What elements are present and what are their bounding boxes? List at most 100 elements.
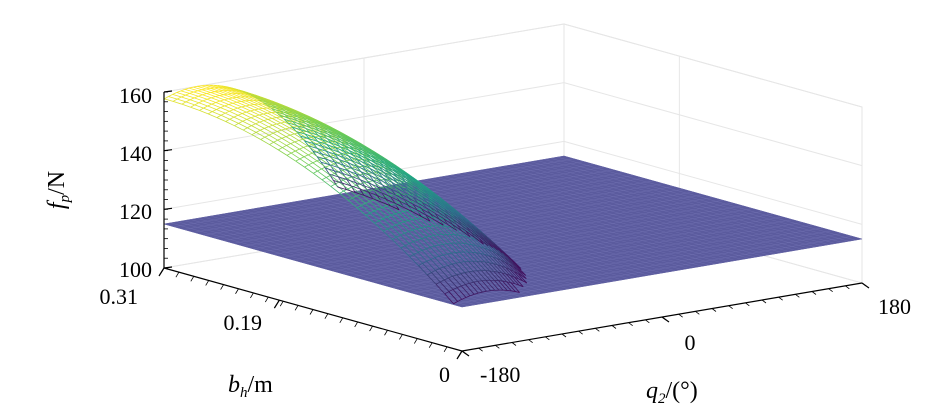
surface-mesh-line — [502, 280, 512, 292]
surface-mesh-line — [439, 266, 444, 269]
surface-mesh-line — [412, 203, 418, 211]
surface-mesh-line — [376, 154, 386, 160]
surface-mesh-line — [344, 145, 354, 151]
surface-mesh-line — [439, 268, 449, 279]
z-tick-label: 100 — [119, 257, 152, 282]
surface-mesh-line — [400, 234, 410, 244]
surface-mesh-line — [415, 209, 425, 219]
surface-mesh-line — [339, 190, 344, 194]
surface-mesh-line — [429, 226, 439, 236]
surface-mesh-line — [488, 255, 498, 266]
surface-mesh-line — [420, 217, 430, 227]
surface-mesh-line — [493, 271, 498, 273]
surface-mesh-line — [346, 159, 351, 162]
surface-mesh-line — [468, 271, 479, 282]
surface-mesh-line — [338, 176, 348, 180]
surface-mesh-line — [440, 207, 450, 215]
surface-mesh-line — [281, 129, 291, 136]
surface-mesh-line — [403, 199, 414, 205]
z-tick-labels: 160 140 120 100 — [119, 83, 152, 282]
surface-mesh-line — [421, 226, 426, 229]
surface-mesh-line — [285, 127, 290, 130]
y-minor-tick — [220, 284, 224, 290]
surface-mesh-line — [311, 120, 321, 125]
surface-mesh-line — [453, 212, 464, 220]
surface-mesh-line — [250, 110, 260, 116]
surface-mesh-line — [428, 191, 438, 198]
y-minor-tick — [279, 300, 284, 307]
surface-mesh-line — [308, 162, 313, 166]
surface-mesh-line — [444, 277, 449, 281]
surface-mesh-line — [340, 141, 350, 149]
surface-mesh-line — [448, 214, 458, 223]
surface-mesh-line — [330, 156, 340, 160]
grid-line — [563, 82, 863, 167]
surface-mesh-line — [426, 258, 432, 262]
surface-mesh-line — [403, 211, 413, 220]
surface-mesh-line — [434, 257, 445, 268]
surface-mesh-line — [339, 159, 349, 164]
surface-mesh-line — [390, 188, 396, 196]
surface-mesh-line — [510, 282, 520, 293]
surface-mesh-line — [337, 176, 343, 184]
surface-mesh-line — [411, 177, 421, 185]
surface-mesh-line — [305, 133, 315, 138]
surface-mesh-line — [452, 276, 462, 287]
surface-mesh-line — [456, 261, 461, 264]
surface-mesh-line — [410, 179, 420, 186]
surface-mesh-line — [294, 140, 300, 143]
surface-mesh-line — [346, 179, 352, 187]
surface-mesh-line — [445, 203, 455, 211]
x-minor-tick — [645, 319, 650, 324]
surface-mesh-line — [199, 110, 209, 115]
surface-mesh-line — [470, 231, 480, 240]
surface-mesh-line — [180, 90, 190, 94]
surface-mesh-line — [238, 120, 243, 124]
surface-mesh-line — [430, 257, 436, 260]
surface-mesh-line — [406, 175, 416, 182]
surface-mesh-line — [476, 260, 486, 271]
surface-mesh-line — [362, 153, 372, 161]
surface-mesh-line — [298, 112, 308, 117]
surface-mesh-line — [390, 194, 395, 196]
surface-mesh-line — [433, 235, 444, 245]
surface-mesh-line — [374, 220, 379, 224]
surface-mesh-line — [504, 257, 514, 268]
surface-mesh-line — [426, 201, 436, 209]
surface-mesh-line — [393, 186, 403, 195]
surface-mesh-line — [369, 175, 379, 180]
surface-mesh-line — [293, 116, 303, 121]
surface-mesh-line — [216, 109, 226, 114]
x-tick — [661, 316, 670, 323]
surface-mesh-line — [462, 235, 472, 245]
surface-mesh-line — [232, 97, 242, 102]
surface-mesh-line — [374, 222, 384, 232]
surface-mesh-line — [371, 152, 382, 158]
surface-mesh-line — [417, 238, 422, 241]
surface-mesh-line — [366, 158, 376, 164]
surface-mesh-line — [398, 168, 408, 175]
surface-mesh-line — [246, 93, 256, 97]
x-minor-tick — [511, 342, 517, 346]
surface-mesh-line — [277, 131, 287, 137]
surface-mesh-line — [395, 213, 405, 223]
surface-mesh-line — [489, 270, 499, 281]
surface-mesh-line — [399, 211, 404, 213]
surface-mesh-line — [427, 197, 437, 204]
surface-mesh-line — [255, 95, 265, 100]
surface-mesh-line — [421, 250, 432, 260]
surface-mesh-line — [372, 150, 382, 157]
surface-mesh-line — [333, 129, 343, 135]
surface-mesh-line — [216, 117, 226, 122]
surface-mesh-line — [387, 228, 397, 238]
surface-mesh-line — [477, 280, 482, 282]
surface-mesh-line — [306, 123, 316, 128]
surface-mesh-line — [324, 127, 334, 132]
surface-mesh-line — [262, 103, 272, 109]
surface-mesh-line — [254, 108, 259, 111]
surface-mesh-line — [285, 106, 295, 111]
surface-mesh-line — [225, 118, 230, 122]
surface-mesh-line — [219, 100, 229, 105]
surface-mesh-line — [326, 144, 336, 149]
surface-mesh-line — [394, 164, 404, 172]
